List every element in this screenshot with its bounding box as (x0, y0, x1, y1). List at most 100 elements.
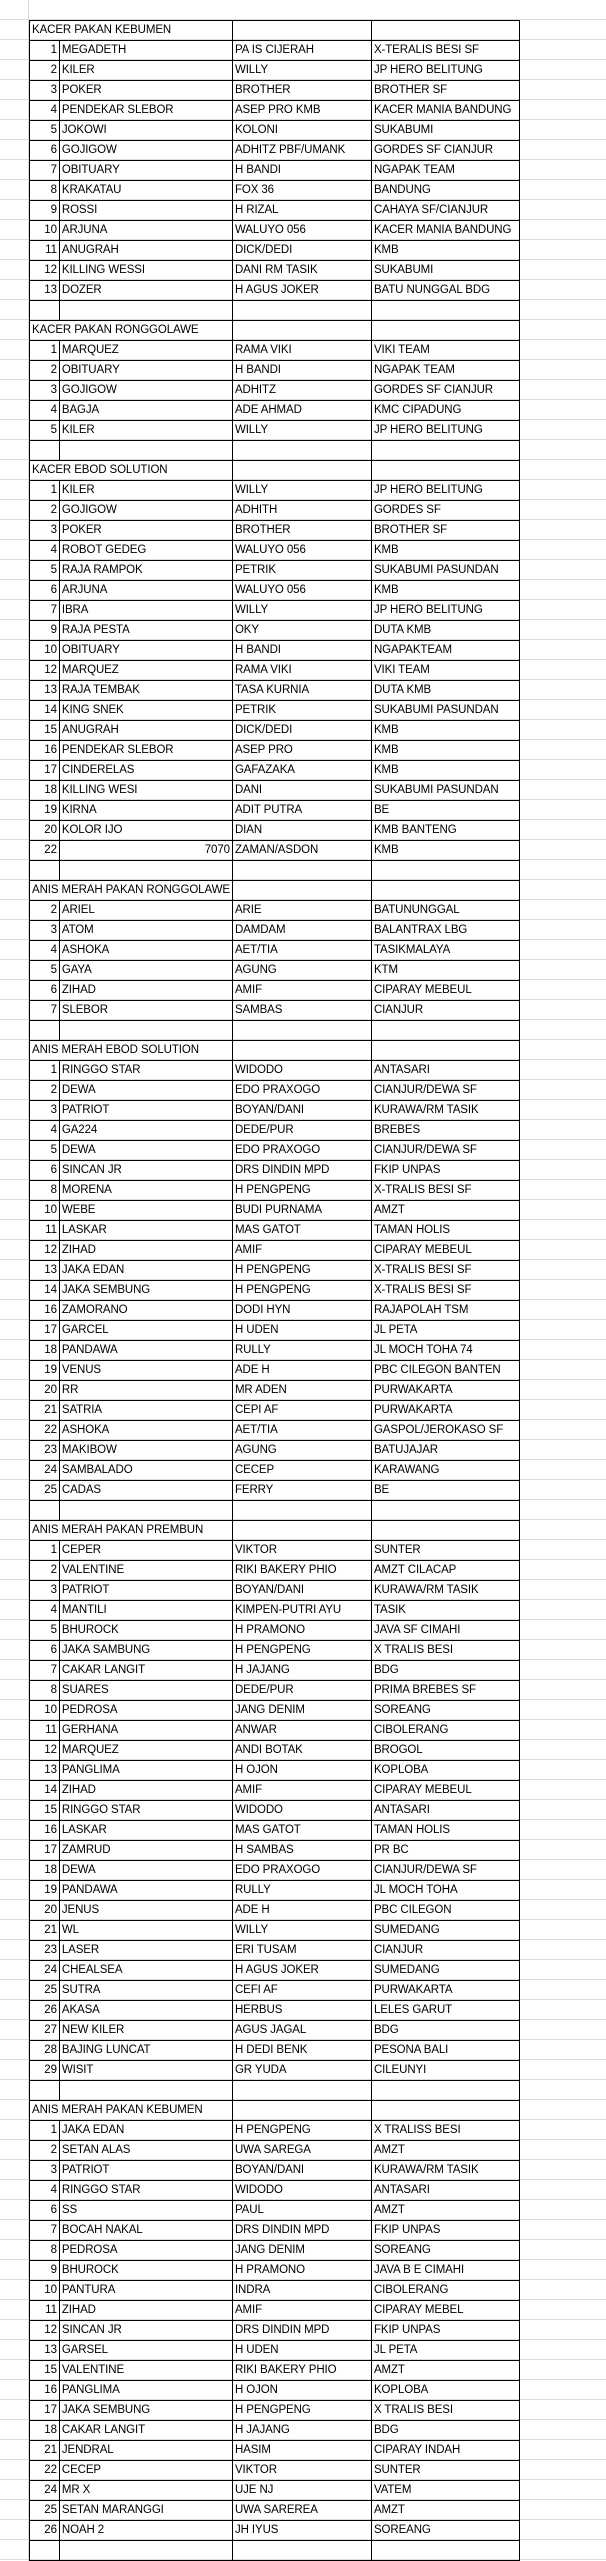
team-cell[interactable]: CIPARAY MEBEUL (370, 1240, 520, 1261)
empty-cell[interactable] (231, 2080, 372, 2101)
row-number-cell[interactable]: 10 (29, 1700, 60, 1721)
row-number-cell[interactable]: 11 (29, 240, 60, 261)
bird-name-cell[interactable]: SATRIA (58, 1400, 233, 1421)
team-cell[interactable]: BE (370, 800, 520, 821)
team-cell[interactable]: X-TRALIS BESI SF (370, 1260, 520, 1281)
owner-cell[interactable]: PA IS CIJERAH (231, 40, 372, 61)
owner-cell[interactable]: ARIE (231, 900, 372, 921)
owner-cell[interactable]: WALUYO 056 (231, 220, 372, 241)
team-cell[interactable]: PURWAKARTA (370, 1980, 520, 2001)
team-cell[interactable]: SUKABUMI (370, 120, 520, 141)
empty-cell[interactable] (231, 300, 372, 321)
section-title[interactable]: ANIS MERAH PAKAN PREMBUN (29, 1520, 233, 1541)
bird-name-cell[interactable]: MARQUEZ (58, 340, 233, 361)
owner-cell[interactable]: H PRAMONO (231, 2260, 372, 2281)
row-number-cell[interactable]: 21 (29, 1400, 60, 1421)
team-cell[interactable]: AMZT (370, 2360, 520, 2381)
owner-cell[interactable]: MAS GATOT (231, 1820, 372, 1841)
team-cell[interactable]: GASPOL/JEROKASO SF (370, 1420, 520, 1441)
owner-cell[interactable]: DRS DINDIN MPD (231, 2220, 372, 2241)
row-number-cell[interactable]: 7 (29, 160, 60, 181)
owner-cell[interactable]: ADE AHMAD (231, 400, 372, 421)
row-number-cell[interactable]: 24 (29, 2480, 60, 2501)
row-number-cell[interactable]: 27 (29, 2020, 60, 2041)
empty-cell[interactable] (370, 860, 520, 881)
owner-cell[interactable]: MAS GATOT (231, 1220, 372, 1241)
row-number-cell[interactable]: 21 (29, 1920, 60, 1941)
row-number-cell[interactable]: 14 (29, 1280, 60, 1301)
row-number-cell[interactable]: 3 (29, 920, 60, 941)
owner-cell[interactable]: AMIF (231, 1780, 372, 1801)
team-cell[interactable]: CIPARAY INDAH (370, 2440, 520, 2461)
team-cell[interactable]: AMZT CILACAP (370, 1560, 520, 1581)
empty-cell[interactable] (58, 1020, 233, 1041)
team-cell[interactable]: FKIP UNPAS (370, 2220, 520, 2241)
team-cell[interactable]: BATUNUNGGAL (370, 900, 520, 921)
row-number-cell[interactable]: 23 (29, 1940, 60, 1961)
row-number-cell[interactable]: 1 (29, 480, 60, 501)
bird-name-cell[interactable]: MR X (58, 2480, 233, 2501)
empty-cell[interactable] (58, 440, 233, 461)
empty-cell[interactable] (231, 880, 372, 901)
bird-name-cell[interactable]: ATOM (58, 920, 233, 941)
team-cell[interactable]: DUTA KMB (370, 680, 520, 701)
bird-name-cell[interactable]: MAKIBOW (58, 1440, 233, 1461)
bird-name-cell[interactable]: OBITUARY (58, 160, 233, 181)
bird-name-cell[interactable]: JAKA SEMBUNG (58, 1280, 233, 1301)
row-number-cell[interactable]: 3 (29, 1580, 60, 1601)
bird-name-cell[interactable]: CADAS (58, 1480, 233, 1501)
bird-name-cell[interactable]: MARQUEZ (58, 660, 233, 681)
owner-cell[interactable]: OKY (231, 620, 372, 641)
empty-cell[interactable] (370, 1520, 520, 1541)
team-cell[interactable]: AMZT (370, 2500, 520, 2521)
row-number-cell[interactable]: 20 (29, 1380, 60, 1401)
bird-name-cell[interactable]: RR (58, 1380, 233, 1401)
row-number-cell[interactable]: 6 (29, 140, 60, 161)
row-number-cell[interactable]: 12 (29, 1240, 60, 1261)
bird-name-cell[interactable]: CAKAR LANGIT (58, 1660, 233, 1681)
owner-cell[interactable]: BUDI PURNAMA (231, 1200, 372, 1221)
owner-cell[interactable]: DICK/DEDI (231, 240, 372, 261)
row-number-cell[interactable]: 26 (29, 2000, 60, 2021)
section-title[interactable]: ANIS MERAH EBOD SOLUTION (29, 1040, 233, 1061)
empty-cell[interactable] (29, 300, 60, 321)
empty-cell[interactable] (231, 1020, 372, 1041)
bird-name-cell[interactable]: OBITUARY (58, 360, 233, 381)
empty-cell[interactable] (29, 1020, 60, 1041)
owner-cell[interactable]: BROTHER (231, 80, 372, 101)
team-cell[interactable]: SUMEDANG (370, 1960, 520, 1981)
owner-cell[interactable]: AMIF (231, 980, 372, 1001)
bird-name-cell[interactable]: BAJING LUNCAT (58, 2040, 233, 2061)
owner-cell[interactable]: BOYAN/DANI (231, 1100, 372, 1121)
bird-name-cell[interactable]: MORENA (58, 1180, 233, 1201)
empty-cell[interactable] (231, 1520, 372, 1541)
bird-name-cell[interactable]: OBITUARY (58, 640, 233, 661)
team-cell[interactable]: KTM (370, 960, 520, 981)
bird-name-cell[interactable]: SAMBALADO (58, 1460, 233, 1481)
team-cell[interactable]: KMC CIPADUNG (370, 400, 520, 421)
bird-name-cell[interactable]: ZIHAD (58, 980, 233, 1001)
bird-name-cell[interactable]: ZAMORANO (58, 1300, 233, 1321)
row-number-cell[interactable]: 6 (29, 580, 60, 601)
row-number-cell[interactable]: 14 (29, 700, 60, 721)
bird-name-cell[interactable]: SETAN MARANGGI (58, 2500, 233, 2521)
bird-name-cell[interactable]: SUTRA (58, 1980, 233, 2001)
owner-cell[interactable]: ASEP PRO KMB (231, 100, 372, 121)
bird-name-cell[interactable]: PANTURA (58, 2280, 233, 2301)
team-cell[interactable]: CIANJUR (370, 1940, 520, 1961)
owner-cell[interactable]: AMIF (231, 1240, 372, 1261)
team-cell[interactable]: CIANJUR (370, 1000, 520, 1021)
team-cell[interactable]: VATEM (370, 2480, 520, 2501)
owner-cell[interactable]: H PENGPENG (231, 2120, 372, 2141)
team-cell[interactable]: NGAPAK TEAM (370, 160, 520, 181)
bird-name-cell[interactable]: JAKA EDAN (58, 2120, 233, 2141)
bird-name-cell[interactable]: BAGJA (58, 400, 233, 421)
owner-cell[interactable]: BROTHER (231, 520, 372, 541)
row-number-cell[interactable]: 12 (29, 660, 60, 681)
bird-name-cell[interactable]: RINGGO STAR (58, 1800, 233, 1821)
bird-name-cell[interactable]: DEWA (58, 1140, 233, 1161)
row-number-cell[interactable]: 4 (29, 2180, 60, 2201)
team-cell[interactable]: BDG (370, 2020, 520, 2041)
team-cell[interactable]: NGAPAK TEAM (370, 360, 520, 381)
empty-cell[interactable] (370, 1040, 520, 1061)
